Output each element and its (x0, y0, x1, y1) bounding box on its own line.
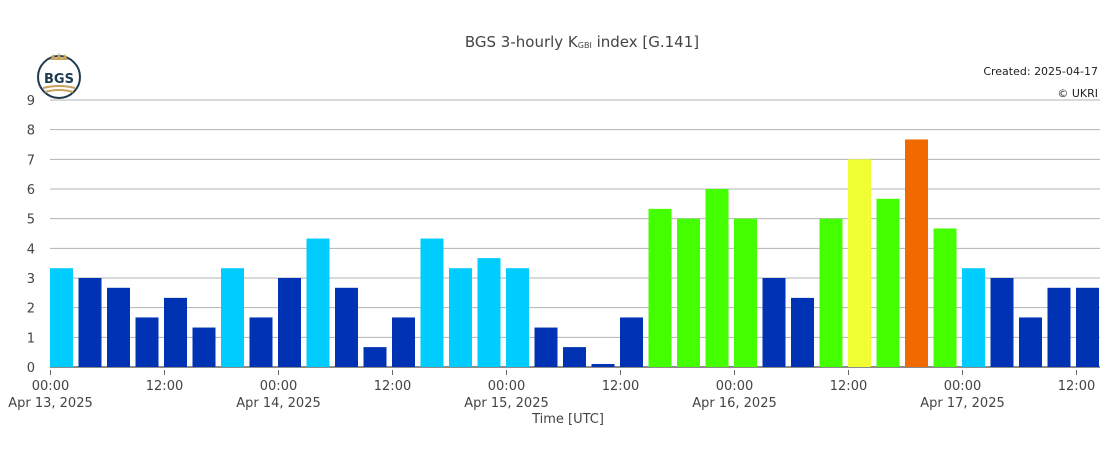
x-tick-time-8: 00:00 (944, 379, 981, 394)
bar-4[interactable] (164, 297, 187, 367)
bar-11[interactable] (363, 347, 387, 367)
bar-5[interactable] (192, 327, 216, 367)
bar-2[interactable] (107, 287, 130, 367)
bar-0[interactable] (50, 268, 73, 367)
bar-22[interactable] (677, 218, 700, 367)
bar-8[interactable] (278, 278, 301, 367)
bar-26[interactable] (791, 297, 814, 367)
y-tick-3: 3 (27, 272, 35, 287)
bar-1[interactable] (78, 278, 102, 367)
bars (50, 139, 1099, 367)
bar-34[interactable] (1019, 317, 1042, 367)
bar-24[interactable] (734, 218, 757, 367)
x-tick-time-4: 00:00 (488, 379, 525, 394)
bar-13[interactable] (420, 238, 444, 367)
y-tick-0: 0 (27, 361, 35, 376)
y-axis-ticks: 0 1 2 3 4 5 6 7 8 9 (27, 94, 35, 376)
y-tick-1: 1 (27, 331, 35, 346)
bar-16[interactable] (506, 268, 529, 367)
x-tick-time-2: 00:00 (260, 379, 297, 394)
x-tick-time-3: 12:00 (374, 379, 411, 394)
bar-14[interactable] (449, 268, 472, 367)
bar-10[interactable] (335, 287, 358, 367)
bar-36[interactable] (1076, 287, 1099, 367)
bgs-logo: BGS (37, 53, 81, 99)
x-tick-time-5: 12:00 (602, 379, 639, 394)
bar-33[interactable] (990, 278, 1014, 367)
y-tick-8: 8 (27, 124, 35, 139)
bar-6[interactable] (221, 268, 244, 367)
y-tick-2: 2 (27, 302, 35, 317)
x-tick-date-4: Apr 15, 2025 (464, 396, 549, 411)
bar-35[interactable] (1047, 287, 1071, 367)
y-tick-5: 5 (27, 213, 35, 228)
x-tick-date-8: Apr 17, 2025 (920, 396, 1005, 411)
x-tick-time-7: 12:00 (830, 379, 867, 394)
logo-text: BGS (44, 72, 74, 87)
x-tick-date-6: Apr 16, 2025 (692, 396, 777, 411)
x-tick-time-0: 00:00 (32, 379, 69, 394)
y-tick-9: 9 (27, 94, 35, 109)
bar-3[interactable] (135, 317, 159, 367)
bar-18[interactable] (563, 347, 586, 367)
bar-7[interactable] (249, 317, 273, 367)
y-tick-6: 6 (27, 183, 35, 198)
bar-20[interactable] (620, 317, 643, 367)
bar-27[interactable] (819, 218, 843, 367)
bar-21[interactable] (648, 208, 672, 367)
x-tick-date-0: Apr 13, 2025 (8, 396, 93, 411)
y-tick-4: 4 (27, 242, 35, 257)
bar-17[interactable] (534, 327, 558, 367)
x-tick-time-6: 00:00 (716, 379, 753, 394)
x-tick-date-2: Apr 14, 2025 (236, 396, 321, 411)
x-axis-title: Time [UTC] (531, 412, 604, 427)
bar-12[interactable] (392, 317, 415, 367)
x-axis-ticks: 00:00 Apr 13, 2025 12:00 00:00 Apr 14, 2025 1… (8, 370, 1095, 411)
chart-title: BGS 3-hourly KGBI index [G.141] (465, 33, 699, 51)
bar-15[interactable] (477, 258, 501, 367)
bar-32[interactable] (962, 268, 985, 367)
bar-9[interactable] (306, 238, 330, 367)
bar-23[interactable] (705, 189, 729, 367)
bar-30[interactable] (905, 139, 928, 367)
y-tick-7: 7 (27, 153, 35, 168)
x-tick-time-1: 12:00 (146, 379, 183, 394)
copyright: © UKRI (1057, 87, 1098, 100)
bar-31[interactable] (933, 228, 957, 367)
created-date: Created: 2025-04-17 (983, 65, 1098, 78)
x-tick-time-9: 12:00 (1058, 379, 1095, 394)
bar-29[interactable] (876, 198, 900, 367)
bar-25[interactable] (762, 278, 786, 367)
bar-28[interactable] (848, 159, 871, 367)
bar-19[interactable] (591, 364, 615, 367)
